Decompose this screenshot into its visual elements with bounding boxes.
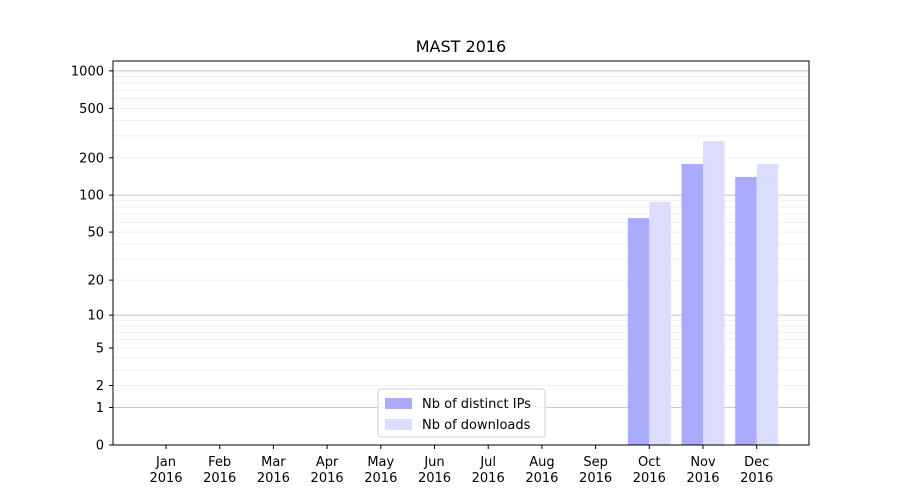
y-tick-label: 200 (79, 151, 104, 166)
x-tick-label-month: Jun (423, 455, 444, 470)
y-tick-label: 500 (79, 102, 104, 117)
x-tick-label-month: Oct (638, 455, 660, 470)
legend: Nb of distinct IPs Nb of downloads (377, 388, 546, 438)
x-tick-label-month: Feb (208, 455, 231, 470)
y-tick-label: 5 (96, 341, 104, 356)
chart-title: MAST 2016 (416, 37, 506, 56)
legend-swatch (385, 419, 412, 430)
y-tick-label: 1 (96, 401, 104, 416)
x-tick-label-month: Jan (155, 455, 176, 470)
x-tick-label-month: Apr (316, 455, 339, 470)
x-tick-label-year: 2016 (418, 471, 451, 486)
x-tick-label-year: 2016 (525, 471, 558, 486)
bar-downloads (649, 201, 671, 445)
legend-box (377, 388, 546, 438)
y-axis: 0 1 2 5 10 20 50 100 200 500 1000 (71, 64, 113, 454)
bars-layer (627, 141, 779, 445)
x-tick-label-year: 2016 (149, 471, 182, 486)
x-tick-label-year: 2016 (633, 471, 666, 486)
y-tick-label: 1000 (71, 64, 104, 79)
legend-label: Nb of distinct IPs (422, 397, 531, 412)
x-axis: Jan2016Feb2016Mar2016Apr2016May2016Jun20… (149, 445, 773, 486)
x-tick-label-year: 2016 (257, 471, 290, 486)
x-tick-label-month: Sep (583, 455, 608, 470)
x-tick-label-year: 2016 (686, 471, 719, 486)
y-tick-label: 20 (87, 274, 104, 289)
y-tick-label: 2 (96, 379, 104, 394)
x-tick-label-month: Nov (690, 455, 716, 470)
bar-downloads (703, 141, 725, 445)
plot-frame (112, 60, 810, 446)
x-tick-label-year: 2016 (472, 471, 505, 486)
x-tick-label-year: 2016 (203, 471, 236, 486)
x-tick-label-year: 2016 (364, 471, 397, 486)
y-tick-label: 100 (79, 189, 104, 204)
x-tick-label-month: Aug (529, 455, 554, 470)
x-tick-label-month: May (367, 455, 394, 470)
x-tick-label-month: Dec (744, 455, 769, 470)
x-tick-label-year: 2016 (579, 471, 612, 486)
y-tick-label: 10 (87, 309, 104, 324)
y-tick-label: 0 (96, 439, 104, 454)
x-tick-label-year: 2016 (311, 471, 344, 486)
legend-label: Nb of downloads (422, 418, 531, 433)
bar-distinct-ips (627, 218, 650, 445)
y-tick-label: 50 (87, 226, 104, 241)
x-tick-label-month: Mar (261, 455, 286, 470)
bar-distinct-ips (735, 177, 757, 445)
x-tick-label-year: 2016 (740, 471, 773, 486)
x-tick-label-month: Jul (479, 455, 496, 470)
bar-downloads (756, 164, 779, 445)
bar-distinct-ips (681, 164, 703, 445)
legend-swatch (385, 398, 412, 409)
